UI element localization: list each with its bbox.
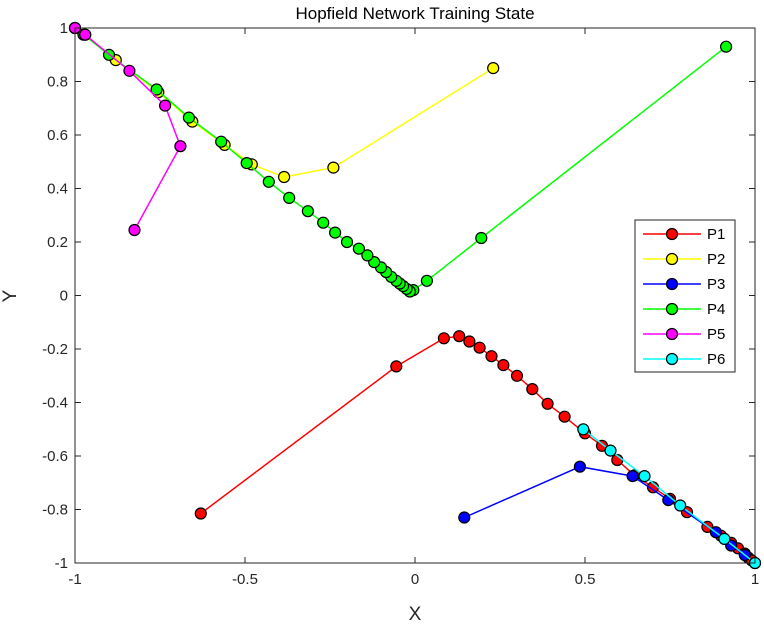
legend-box bbox=[634, 219, 736, 373]
legend-entry-p2: P2 bbox=[643, 251, 725, 268]
legend-label: P6 bbox=[707, 351, 725, 368]
chart-title: Hopfield Network Training State bbox=[295, 4, 534, 23]
data-point bbox=[278, 170, 291, 184]
y-tick-label: -0.6 bbox=[42, 448, 68, 465]
data-point bbox=[638, 470, 651, 483]
data-point bbox=[327, 161, 340, 174]
data-point bbox=[390, 360, 403, 373]
legend-entry-p1: P1 bbox=[643, 226, 725, 243]
data-point bbox=[182, 111, 195, 124]
legend-marker bbox=[665, 327, 679, 341]
data-point bbox=[240, 157, 253, 170]
data-point bbox=[497, 359, 510, 372]
data-point bbox=[159, 99, 172, 112]
y-axis-label: Y bbox=[0, 289, 21, 302]
y-tick-label: 0.4 bbox=[47, 181, 68, 198]
y-tick-label: 0.2 bbox=[47, 234, 68, 251]
data-point bbox=[79, 28, 92, 41]
y-tick-label: -1 bbox=[55, 555, 68, 572]
data-point bbox=[485, 350, 498, 363]
axes-layer: -1 -0.5 0 0.5 1 -1 -0.8 -0.6 -0.4 -0.2 0 0.2 0.4 0.6 0… bbox=[42, 20, 759, 588]
legend-entry-p3: P3 bbox=[643, 276, 725, 293]
legend: P1 P2 P3 P4 P5 P6 bbox=[634, 219, 736, 373]
y-tick-label: -0.2 bbox=[42, 341, 68, 358]
data-point bbox=[194, 507, 207, 520]
legend-label: P4 bbox=[707, 301, 725, 318]
data-point bbox=[174, 140, 187, 153]
y-tick-label: -0.4 bbox=[42, 395, 68, 412]
legend-entry-p4: P4 bbox=[643, 301, 725, 318]
data-point bbox=[475, 231, 488, 245]
legend-entry-p5: P5 bbox=[643, 326, 725, 343]
series-layer bbox=[68, 21, 762, 570]
legend-marker bbox=[665, 252, 679, 266]
data-point bbox=[510, 369, 524, 382]
data-point bbox=[437, 332, 450, 345]
x-tick-label: -0.5 bbox=[232, 571, 258, 588]
data-point bbox=[453, 330, 466, 343]
data-point bbox=[123, 64, 136, 77]
data-point bbox=[361, 249, 374, 262]
y-tick-label: 0 bbox=[60, 288, 68, 305]
data-point bbox=[150, 83, 163, 96]
data-point bbox=[487, 61, 500, 75]
data-point bbox=[340, 235, 354, 249]
x-tick-label: 0.5 bbox=[575, 571, 596, 588]
data-point bbox=[577, 423, 590, 436]
data-point bbox=[558, 410, 571, 423]
data-point bbox=[526, 383, 539, 396]
data-point bbox=[301, 205, 314, 218]
legend-label: P5 bbox=[707, 326, 725, 343]
data-point bbox=[329, 226, 342, 239]
legend-marker bbox=[665, 352, 679, 366]
series-p6 bbox=[577, 423, 762, 570]
data-point bbox=[541, 397, 554, 410]
legend-label: P2 bbox=[707, 251, 725, 268]
legend-label: P3 bbox=[707, 276, 725, 293]
legend-entry-p6: P6 bbox=[643, 351, 725, 368]
data-point bbox=[262, 175, 275, 188]
data-point bbox=[317, 216, 330, 229]
x-tick-label: -1 bbox=[68, 571, 81, 588]
legend-marker bbox=[665, 302, 679, 316]
data-point bbox=[473, 341, 486, 354]
legend-marker bbox=[665, 277, 679, 291]
data-point bbox=[626, 470, 639, 483]
data-point bbox=[128, 223, 141, 237]
series-p5 bbox=[68, 21, 187, 237]
data-point bbox=[719, 40, 733, 53]
legend-label: P1 bbox=[707, 226, 725, 243]
y-tick-label: 0.8 bbox=[47, 74, 68, 91]
legend-marker bbox=[665, 227, 679, 241]
y-tick-label: 1 bbox=[60, 20, 68, 37]
data-point bbox=[420, 274, 433, 287]
data-point bbox=[718, 532, 731, 546]
y-tick-label: 0.6 bbox=[47, 127, 68, 144]
x-axis-label: X bbox=[409, 604, 422, 625]
x-tick-label: 1 bbox=[751, 571, 759, 588]
data-point bbox=[573, 460, 587, 473]
data-point bbox=[352, 242, 365, 255]
data-point bbox=[674, 499, 687, 512]
data-point bbox=[283, 191, 296, 204]
x-tick-label: 0 bbox=[411, 571, 419, 588]
data-point bbox=[463, 335, 476, 348]
y-tick-label: -0.8 bbox=[42, 502, 68, 519]
data-point bbox=[458, 511, 471, 524]
data-point bbox=[604, 444, 617, 457]
data-point bbox=[215, 135, 228, 148]
